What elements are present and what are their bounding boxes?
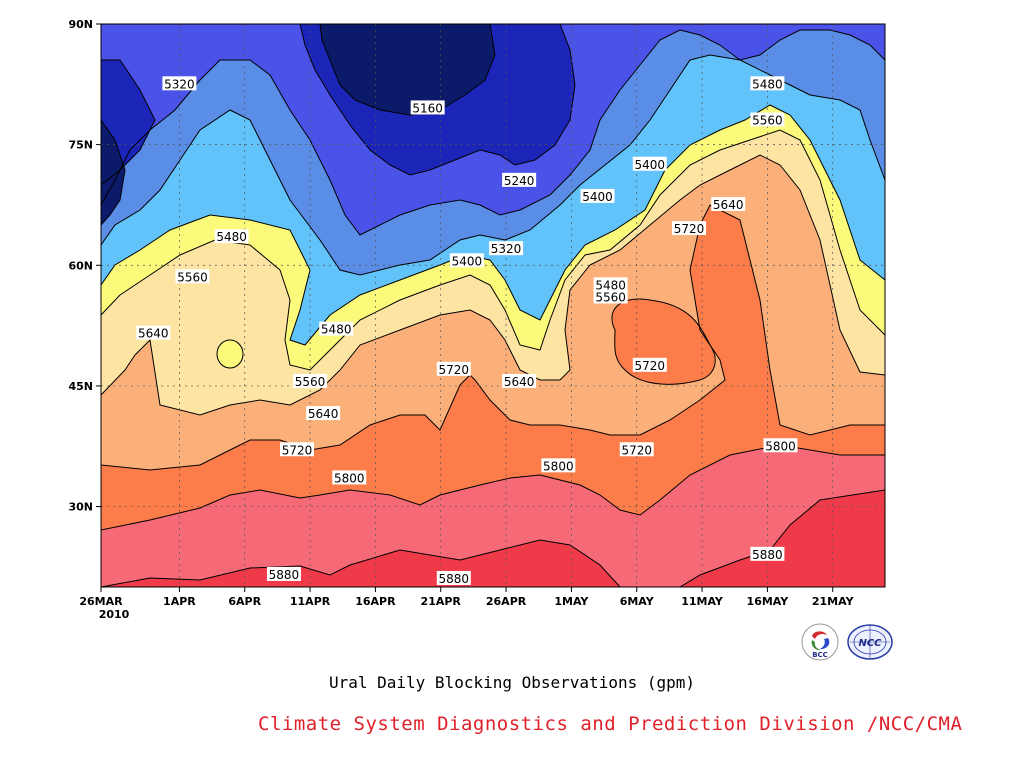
contour-label-bg — [750, 76, 785, 91]
contour-label: 5720 — [282, 443, 313, 457]
contour-label: 5240 — [504, 174, 535, 188]
y-tick-label: 60N — [68, 259, 93, 272]
contour-label: 5480 — [595, 278, 626, 292]
contour-label: 5720 — [621, 443, 652, 457]
x-tick-label: 1MAY — [554, 595, 589, 608]
ncc-logo: NCC — [847, 624, 893, 660]
contour-label: 5320 — [164, 77, 195, 91]
org-credit: Climate System Diagnostics and Predictio… — [258, 713, 963, 735]
x-axis: 26MAR 1APR 6APR 11APR 16APR 21APR 26APR 1MAY 6MA… — [79, 587, 855, 621]
contour-label-bg — [672, 221, 706, 236]
contour-label-bg — [593, 277, 628, 292]
contour-label-bg — [162, 76, 197, 91]
y-tick-label: 45N — [68, 380, 93, 393]
contour-label-bg — [593, 289, 628, 304]
x-tick-label: 6APR — [228, 595, 261, 608]
contour-label: 5800 — [334, 471, 365, 485]
y-tick-label: 75N — [68, 139, 93, 152]
x-tick-label: 6MAY — [620, 595, 655, 608]
x-tick-label: 16APR — [355, 595, 396, 608]
contour-label: 5720 — [635, 359, 666, 373]
band-5640-ring — [216, 339, 244, 369]
x-tick-label: 21MAY — [812, 595, 855, 608]
contour-label-bg — [332, 470, 367, 485]
contour-label: 5320 — [491, 242, 522, 256]
contour-label-bg — [449, 253, 484, 268]
contour-label-bg — [489, 241, 524, 256]
contour-label-bg — [410, 100, 445, 115]
contour-label-bg — [750, 112, 785, 127]
contour-label-bg — [632, 156, 667, 171]
contour-label-bg — [436, 570, 471, 585]
contour-label: 5800 — [543, 459, 574, 473]
x-tick-label: 11APR — [290, 595, 331, 608]
contour-label-bg — [306, 406, 341, 421]
contour-label-bg — [136, 325, 171, 340]
x-tick-label: 26MAR — [79, 595, 123, 608]
contour-label-bg — [175, 269, 210, 284]
contour-label-bg — [711, 196, 746, 211]
contour-label: 5560 — [752, 114, 783, 128]
contour-label-bg — [293, 373, 328, 388]
contour-label-bg — [280, 442, 314, 457]
y-tick-label: 90N — [68, 18, 93, 31]
contour-label: 5880 — [439, 572, 470, 586]
contour-label-bg — [266, 566, 301, 581]
contour-label-bg — [541, 458, 576, 473]
contour-label: 5160 — [412, 101, 443, 115]
bcc-logo: BCC — [801, 623, 839, 661]
contour-label-bg — [750, 546, 785, 561]
x-tick-label: 16MAY — [747, 595, 790, 608]
contour-label-bg — [763, 438, 798, 453]
contour-label: 5640 — [504, 375, 535, 389]
contour-label-bg — [502, 172, 537, 187]
contour-label-bg — [619, 442, 654, 457]
contour-label: 5480 — [321, 323, 352, 337]
bcc-logo-text: BCC — [812, 651, 828, 659]
contour-label: 5560 — [177, 270, 208, 284]
x-year-label: 2010 — [99, 608, 130, 621]
contour-label-bg — [502, 373, 537, 388]
x-tick-label: 1APR — [163, 595, 196, 608]
contour-labels: 5320516052405400540054805560564057205480… — [136, 76, 798, 586]
contour-label: 5480 — [216, 230, 247, 244]
contour-label: 5560 — [595, 290, 626, 304]
contour-label: 5560 — [295, 375, 326, 389]
y-tick-label: 30N — [68, 501, 93, 514]
contour-label: 5640 — [138, 327, 169, 341]
contour-label-bg — [632, 357, 667, 372]
plot-frame — [100, 23, 886, 588]
contour-label: 5720 — [439, 363, 470, 377]
x-tick-label: 26APR — [486, 595, 527, 608]
chart-title: Ural Daily Blocking Observations (gpm) — [328, 673, 696, 692]
contour-label: 5480 — [752, 77, 783, 91]
band-5160-core — [101, 24, 495, 225]
contour-fill — [101, 24, 885, 587]
grid — [101, 24, 885, 587]
contour-label: 5880 — [269, 568, 300, 582]
contour-label: 5800 — [765, 439, 796, 453]
contour-label: 5640 — [713, 198, 744, 212]
contour-label-bg — [319, 321, 354, 336]
x-tick-label: 11MAY — [681, 595, 724, 608]
contour-label-bg — [580, 188, 615, 203]
contour-label-bg — [436, 361, 471, 376]
y-axis: 90N 75N 60N 45N 30N — [68, 18, 101, 514]
contour-label: 5400 — [582, 190, 613, 204]
contour-label: 5400 — [452, 254, 483, 268]
contour-label-bg — [214, 229, 249, 244]
contour-label: 5880 — [752, 548, 783, 562]
contour-label: 5640 — [308, 407, 339, 421]
ncc-logo-text: NCC — [858, 638, 882, 649]
contour-label: 5720 — [674, 222, 705, 236]
contour-label: 5400 — [635, 158, 666, 172]
x-tick-label: 21APR — [421, 595, 462, 608]
